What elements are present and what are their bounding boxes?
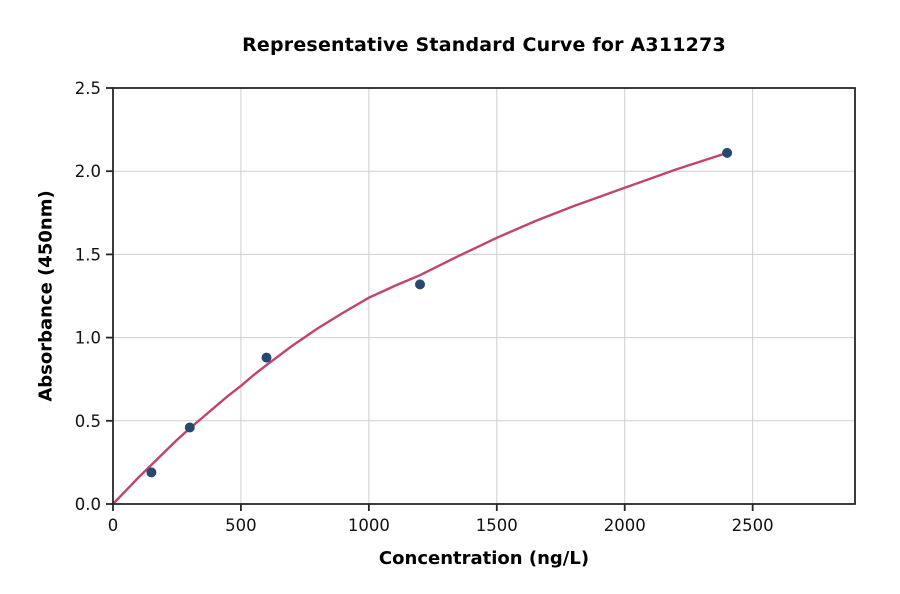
data-point [184,422,195,433]
x-tick-label: 500 [225,516,257,535]
data-point [146,467,157,478]
y-tick-label: 0.0 [75,495,101,514]
data-point [261,352,272,363]
y-axis-label-text: Absorbance (450nm) [35,190,57,402]
x-tick-label: 2500 [732,516,774,535]
y-tick-label: 2.0 [75,162,101,181]
y-tick-label: 1.5 [75,245,101,264]
y-tick-label: 0.5 [75,412,101,431]
x-tick-label: 0 [108,516,119,535]
x-axis-label: Concentration (ng/L) [378,548,590,569]
data-point [722,147,733,158]
plot-border [112,87,856,505]
y-tick-label: 2.5 [75,79,101,98]
y-tick-label: 1.0 [75,329,101,348]
chart-title: Representative Standard Curve for A31127… [242,34,726,56]
data-point [415,279,425,290]
x-tick-label: 1500 [476,516,518,535]
x-tick-label: 2000 [604,516,646,535]
fitted-curve-line [111,151,729,506]
x-tick-label: 1000 [348,516,390,535]
